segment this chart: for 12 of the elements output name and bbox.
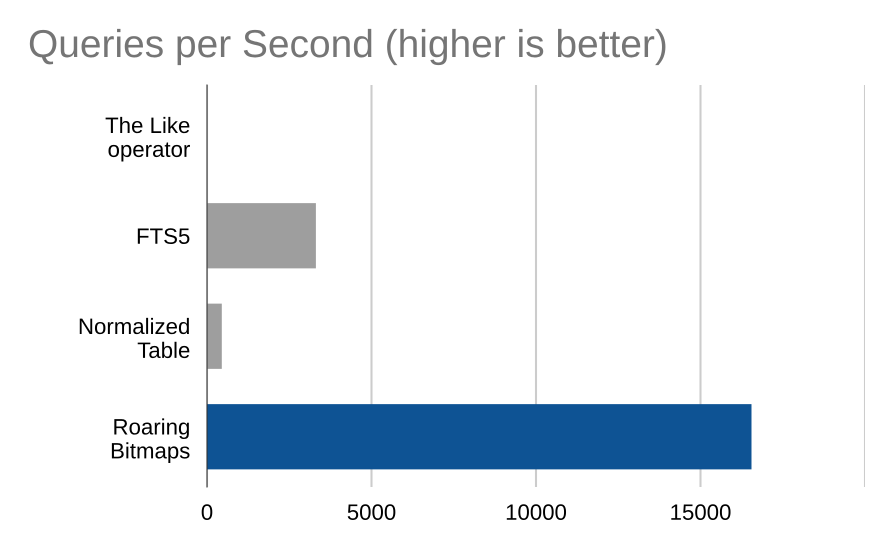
x-tick-label: 15000 <box>671 504 731 520</box>
y-tick-label: Normalized Table <box>80 318 190 358</box>
y-tick-label: Roaring Bitmaps <box>112 418 190 463</box>
y-tick-label: FTS5 <box>138 228 190 244</box>
bar <box>207 304 222 369</box>
x-tick-label: 5000 <box>348 504 396 520</box>
y-tick-label: The Like operator <box>106 116 190 162</box>
x-tick-label: 0 <box>202 504 212 520</box>
bar <box>207 404 752 470</box>
x-tick-label: 10000 <box>506 504 566 520</box>
chart-title: Queries per Second (higher is better) <box>30 28 666 66</box>
bar <box>207 203 316 268</box>
